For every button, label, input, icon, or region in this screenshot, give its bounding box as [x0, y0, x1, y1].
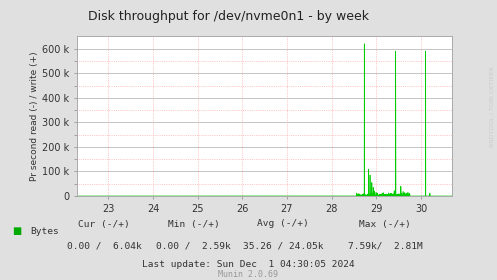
Text: 7.59k/  2.81M: 7.59k/ 2.81M: [348, 242, 422, 251]
Y-axis label: Pr second read (-) / write (+): Pr second read (-) / write (+): [30, 52, 39, 181]
Text: Max (-/+): Max (-/+): [359, 220, 411, 228]
Text: ■: ■: [12, 226, 22, 236]
Text: Min (-/+): Min (-/+): [168, 220, 220, 228]
Text: Munin 2.0.69: Munin 2.0.69: [219, 270, 278, 279]
Text: 0.00 /  2.59k: 0.00 / 2.59k: [157, 242, 231, 251]
Text: Cur (-/+): Cur (-/+): [79, 220, 130, 228]
Text: Bytes: Bytes: [30, 227, 59, 235]
Text: Last update: Sun Dec  1 04:30:05 2024: Last update: Sun Dec 1 04:30:05 2024: [142, 260, 355, 269]
Text: 0.00 /  6.04k: 0.00 / 6.04k: [67, 242, 142, 251]
Text: 35.26 / 24.05k: 35.26 / 24.05k: [243, 242, 324, 251]
Text: Disk throughput for /dev/nvme0n1 - by week: Disk throughput for /dev/nvme0n1 - by we…: [88, 10, 369, 23]
Text: RRDTOOL / TOBI OETIKER: RRDTOOL / TOBI OETIKER: [490, 66, 495, 147]
Text: Avg (-/+): Avg (-/+): [257, 220, 309, 228]
